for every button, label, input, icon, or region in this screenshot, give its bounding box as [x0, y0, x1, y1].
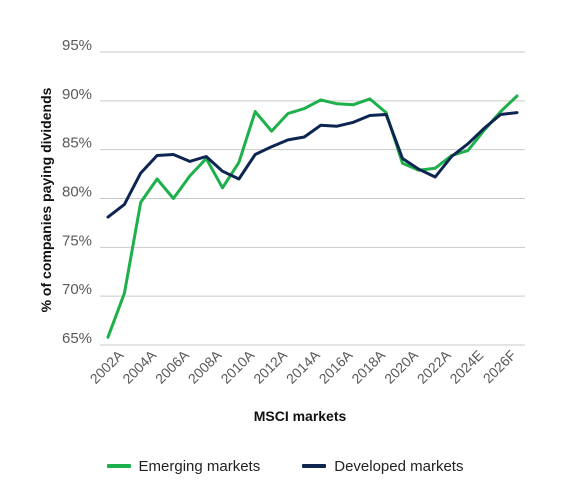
y-tick-label: 80% [62, 184, 92, 201]
x-tick-label: 2024E [446, 347, 486, 387]
legend-label-emerging: Emerging markets [138, 457, 261, 475]
x-tick-label: 2002A [87, 346, 127, 386]
y-tick-label: 85% [62, 135, 92, 152]
series-lines [106, 94, 519, 339]
legend-item-developed: Developed markets [302, 458, 463, 475]
legend: Emerging markets Developed markets [0, 456, 570, 476]
series-line-developed [106, 111, 519, 219]
legend-swatch-developed [302, 464, 327, 468]
x-tick-label: 2012A [250, 346, 290, 386]
x-tick-label: 2008A [185, 346, 225, 386]
x-tick-label: 2014A [283, 346, 323, 386]
y-tick-label: 65% [62, 330, 92, 347]
y-tick-label: 70% [62, 281, 92, 298]
x-tick-label: 2010A [217, 346, 257, 386]
x-tick-label: 2018A [348, 346, 388, 386]
legend-swatch-emerging [106, 464, 131, 468]
legend-item-emerging: Emerging markets [106, 457, 261, 475]
x-tick-label: 2016A [316, 346, 356, 386]
y-tick-label: 95% [62, 37, 92, 54]
x-tick-label: 2006A [152, 346, 192, 386]
gridlines [100, 51, 525, 346]
y-tick-label: 75% [62, 232, 92, 249]
x-axis-title: MSCI markets [254, 408, 347, 424]
x-axis-ticks: 2002A2004A2006A2008A2010A2012A2014A2016A… [87, 346, 520, 386]
x-tick-label: 2020A [381, 346, 421, 386]
y-tick-label: 90% [62, 86, 92, 103]
y-axis-title: % of companies paying dividends [38, 87, 54, 312]
y-axis-ticks: 95% 90% 85% 80% 75% 70% 65% [62, 37, 92, 347]
legend-label-developed: Developed markets [334, 457, 464, 475]
x-tick-label: 2026F [480, 347, 519, 386]
x-tick-label: 2022A [414, 346, 454, 386]
x-tick-label: 2004A [119, 346, 159, 386]
